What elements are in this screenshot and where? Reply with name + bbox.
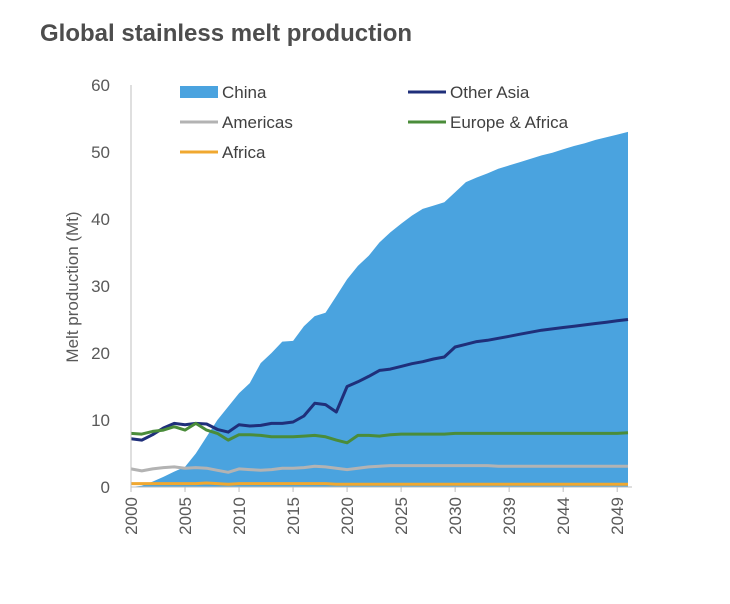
y-tick-label: 30 (91, 277, 110, 296)
y-tick-label: 10 (91, 411, 110, 430)
plot-area (130, 131, 629, 487)
legend-label: Other Asia (450, 83, 530, 102)
legend-label: China (222, 83, 267, 102)
y-tick-label: 50 (91, 143, 110, 162)
series-area-china (131, 131, 628, 487)
x-tick-label: 2030 (446, 497, 465, 535)
y-tick-label: 60 (91, 76, 110, 95)
legend-item-americas: Americas (180, 113, 293, 132)
x-tick-label: 2005 (176, 497, 195, 535)
x-tick-label: 2015 (284, 497, 303, 535)
legend: China Other Asia Americas Europe & Africa Af… (180, 83, 569, 162)
chart-title: Global stainless melt production (40, 20, 413, 47)
x-tick-label: 2039 (500, 497, 519, 535)
y-tick-label: 40 (91, 210, 110, 229)
legend-swatch (180, 86, 218, 98)
legend-item-other-asia: Other Asia (408, 83, 530, 102)
x-tick-label: 2044 (554, 497, 573, 535)
y-tick-label: 20 (91, 344, 110, 363)
series-line-americas (130, 464, 628, 474)
legend-label: Africa (222, 143, 266, 162)
legend-item-africa: Africa (180, 143, 266, 162)
y-tick-label: 0 (101, 478, 110, 497)
x-tick-label: 2010 (230, 497, 249, 535)
x-tick-label: 2020 (338, 497, 357, 535)
x-tick-label: 2049 (608, 497, 627, 535)
series-line-other-asia (130, 318, 629, 442)
legend-item-china: China (180, 83, 267, 102)
legend-label: Europe & Africa (450, 113, 569, 132)
x-tick-label: 2025 (392, 497, 411, 535)
series-line-africa (131, 481, 628, 486)
series-line-europe-africa (130, 421, 629, 445)
x-tick-label: 2000 (122, 497, 141, 535)
legend-item-europe-africa: Europe & Africa (408, 113, 569, 132)
y-axis-label: Melt production (Mt) (63, 211, 82, 362)
legend-label: Americas (222, 113, 293, 132)
